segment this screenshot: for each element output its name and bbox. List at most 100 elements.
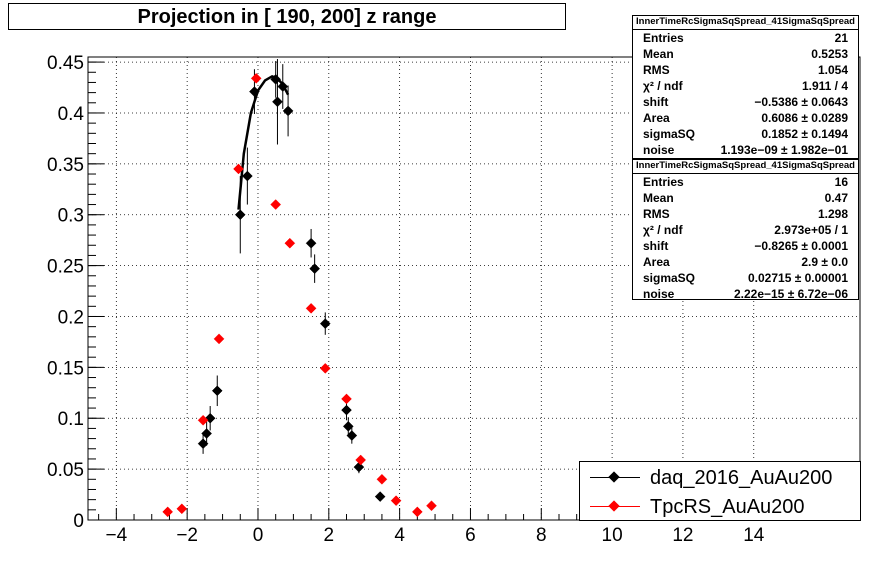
y-tick-label: 0.25 — [47, 257, 84, 278]
stats-value: 16 — [834, 175, 848, 189]
stats-row: shift −0.8265 ± 0.0001 — [633, 238, 858, 254]
stats-key: noise — [643, 287, 675, 301]
data-point-daq — [319, 318, 331, 329]
data-point-daq — [346, 430, 358, 441]
data-point-tpcrs — [284, 237, 296, 249]
stats-value: 2.9 ± 0.0 — [801, 255, 848, 269]
data-point-daq — [342, 421, 354, 432]
chart-title: Projection in [ 190, 200] z range — [8, 3, 566, 30]
stats-box-bottom: InnerTimeRcSigmaSqSpread_41SigmaSqSpread… — [632, 159, 859, 302]
y-tick-label: 0.45 — [47, 53, 84, 74]
stats-value: 0.6086 ± 0.0289 — [761, 111, 848, 125]
stats-value: 0.47 — [824, 191, 848, 205]
legend-entry-daq: daq_2016_AuAu200 — [580, 464, 860, 492]
data-point-tpcrs — [376, 473, 388, 485]
data-point-tpcrs — [270, 199, 282, 210]
data-point-tpcrs — [162, 506, 174, 518]
data-point-daq — [341, 404, 352, 416]
stats-key: RMS — [643, 207, 670, 221]
data-point-daq — [309, 263, 320, 275]
stats-value: 1.298 — [817, 207, 848, 221]
stats-value: 0.1852 ± 0.1494 — [761, 127, 848, 141]
data-point-daq — [249, 86, 260, 97]
data-point-daq — [277, 81, 289, 92]
stats-key: noise — [643, 143, 675, 157]
data-point-tpcrs — [213, 333, 225, 345]
data-point-tpcrs — [411, 506, 423, 518]
y-tick-label: 0.4 — [58, 104, 85, 125]
fit-line — [237, 74, 290, 210]
y-tick-label: 0 — [73, 511, 84, 532]
stats-key: Area — [643, 255, 670, 269]
x-tick-label: 0 — [253, 525, 264, 546]
stats-value: −0.5386 ± 0.0643 — [754, 95, 848, 109]
stats-value: 1.054 — [817, 63, 848, 77]
data-point-tpcrs — [250, 73, 262, 84]
stats-row: RMS 1.054 — [633, 62, 858, 78]
y-tick-label: 0.2 — [58, 307, 84, 328]
stats-box-top: InnerTimeRcSigmaSqSpread_41SigmaSqSpread… — [632, 15, 859, 159]
data-point-daq — [211, 385, 223, 397]
data-point-daq — [242, 170, 253, 182]
x-tick-label: 12 — [672, 525, 693, 546]
y-tick-label: 0.05 — [47, 460, 84, 481]
data-point-daq — [201, 428, 212, 439]
data-point-daq — [374, 491, 386, 502]
data-point-tpcrs — [176, 503, 188, 515]
y-tick-label: 0.3 — [58, 206, 84, 227]
data-point-tpcrs — [197, 414, 209, 426]
stats-key: Area — [643, 111, 670, 125]
data-point-daq — [272, 96, 283, 108]
stats-row: sigmaSQ 0.1852 ± 0.1494 — [633, 126, 858, 142]
stats-value: 2.973e+05 / 1 — [774, 223, 848, 237]
data-point-tpcrs — [341, 393, 352, 405]
stats-key: sigmaSQ — [643, 271, 696, 285]
data-point-tpcrs — [319, 363, 331, 374]
stats-value: 21 — [834, 31, 848, 45]
data-point-tpcrs — [355, 454, 367, 466]
stats-key: sigmaSQ — [643, 127, 696, 141]
stats-key: χ² / ndf — [643, 223, 683, 237]
stats-key: shift — [643, 239, 669, 253]
data-point-tpcrs — [305, 302, 317, 314]
stats-value: 2.22e−15 ± 6.72e−06 — [733, 287, 848, 301]
x-tick-label: 6 — [465, 525, 476, 546]
stats-row: Mean 0.47 — [633, 190, 858, 206]
y-tick-label: 0.1 — [58, 409, 84, 430]
plot-frame — [87, 56, 861, 521]
stats-row: χ² / ndf 2.973e+05 / 1 — [633, 222, 858, 238]
legend-label: daq_2016_AuAu200 — [650, 467, 833, 489]
stats-value: 1.911 / 4 — [801, 79, 848, 93]
data-point-tpcrs — [426, 500, 437, 512]
data-point-daq — [234, 209, 246, 221]
data-point-daq — [270, 74, 282, 85]
x-tick-label: 14 — [743, 525, 765, 546]
data-point-daq — [282, 105, 294, 117]
x-tick-label: 4 — [394, 525, 405, 546]
stats-value: 0.5253 — [811, 47, 848, 61]
data-point-tpcrs — [390, 495, 402, 507]
legend: daq_2016_AuAu200 TpcRS_AuAu200 — [579, 461, 861, 521]
stats-value: 1.193e−09 ± 1.982e−01 — [720, 143, 848, 157]
stats-key: Entries — [643, 175, 684, 189]
stats-row: noise 2.22e−15 ± 6.72e−06 — [633, 286, 858, 302]
stats-row: Area 0.6086 ± 0.0289 — [633, 110, 858, 126]
stats-row: sigmaSQ 0.02715 ± 0.00001 — [633, 270, 858, 286]
stats-row: noise 1.193e−09 ± 1.982e−01 — [633, 142, 858, 158]
stats-row: Mean 0.5253 — [633, 46, 858, 62]
stats-header: InnerTimeRcSigmaSqSpread_41SigmaSqSpread — [633, 16, 858, 30]
y-tick-label: 0.15 — [47, 358, 84, 379]
legend-marker — [608, 500, 620, 512]
stats-key: shift — [643, 95, 669, 109]
legend-label: TpcRS_AuAu200 — [650, 496, 805, 518]
data-point-tpcrs — [233, 163, 244, 175]
x-tick-label: 8 — [536, 525, 547, 546]
legend-entry-tpcrs: TpcRS_AuAu200 — [580, 493, 860, 521]
stats-key: χ² / ndf — [643, 79, 683, 93]
stats-value: 0.02715 ± 0.00001 — [747, 271, 848, 285]
x-tick-label: −2 — [176, 525, 198, 546]
data-marks — [162, 59, 437, 518]
stats-key: Mean — [643, 191, 674, 205]
legend-marker — [608, 471, 620, 483]
stats-row: Entries 16 — [633, 174, 858, 190]
